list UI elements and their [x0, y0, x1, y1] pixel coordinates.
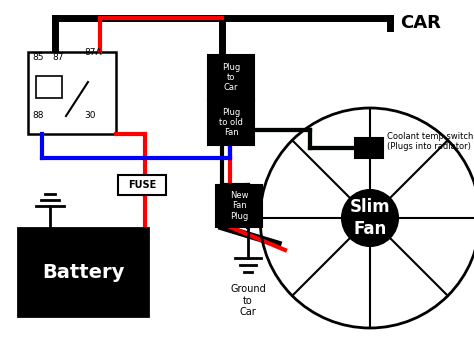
Bar: [208, 100, 254, 145]
Circle shape: [342, 190, 398, 246]
Text: Battery: Battery: [42, 263, 124, 281]
Text: Coolant temp switch
(Plugs into radiator): Coolant temp switch (Plugs into radiator…: [387, 132, 474, 152]
Text: Ground
to
Car: Ground to Car: [230, 284, 266, 317]
Text: 30: 30: [84, 111, 95, 120]
Bar: [208, 55, 254, 100]
Bar: [355, 138, 383, 158]
Text: 87: 87: [52, 53, 64, 62]
Text: New
Fan
Plug: New Fan Plug: [230, 191, 248, 221]
Text: 87A: 87A: [84, 48, 101, 57]
Text: FUSE: FUSE: [128, 180, 156, 190]
Text: Plug
to old
Fan: Plug to old Fan: [219, 108, 243, 137]
Text: Plug
to
Car: Plug to Car: [222, 63, 240, 92]
Bar: [36, 76, 62, 98]
Bar: [18, 228, 148, 316]
Text: 88: 88: [32, 111, 44, 120]
Bar: [28, 52, 116, 134]
Text: 85: 85: [32, 53, 44, 62]
Bar: [118, 175, 166, 195]
Text: CAR: CAR: [400, 14, 441, 32]
Text: Slim
Fan: Slim Fan: [350, 198, 390, 238]
Bar: [216, 185, 262, 227]
